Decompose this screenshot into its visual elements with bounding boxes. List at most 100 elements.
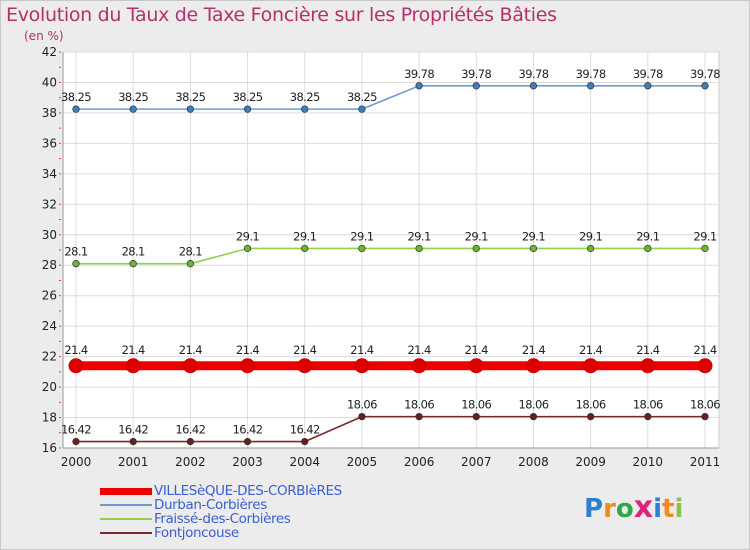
data-point [586,412,595,421]
data-point [472,244,480,253]
data-point [358,105,366,113]
series-line [76,247,705,265]
data-label: 21.4 [122,343,145,357]
data-point [468,358,484,374]
data-label: 29.1 [693,229,716,243]
data-point [701,244,709,253]
data-label: 18.06 [404,398,434,412]
data-label: 21.4 [179,343,202,357]
logo-letter: i [674,494,684,524]
logo-letter: i [653,494,663,524]
data-label: 38.25 [290,90,320,104]
data-label: 18.06 [518,398,548,412]
data-label: 21.4 [293,343,316,357]
data-point [72,437,80,446]
data-label: 29.1 [236,229,259,243]
data-label: 18.06 [461,398,491,412]
x-tick-label: 2007 [461,455,492,469]
logo-letter: t [662,494,675,524]
data-label: 28.1 [64,245,87,259]
legend-swatch [100,518,152,520]
data-point [68,358,84,374]
data-point [586,244,595,253]
y-tick-label: 22 [42,350,57,364]
data-point [243,244,252,253]
data-point [129,260,137,268]
y-tick-label: 18 [42,411,57,425]
data-point [240,358,256,374]
y-tick-label: 42 [42,45,57,59]
data-point [644,412,652,421]
data-point [644,82,652,90]
data-point [72,105,80,113]
data-point [697,358,713,374]
data-label: 21.4 [407,343,430,357]
chart-title: Evolution du Taux de Taxe Foncière sur l… [6,4,557,26]
data-point [529,82,538,90]
data-label: 29.1 [636,229,659,243]
data-label: 21.4 [350,343,373,357]
legend-item: VILLESèQUE-DES-CORBIèRES [100,483,342,499]
data-label: 21.4 [236,343,259,357]
data-label: 21.4 [64,343,87,357]
logo-letter: r [603,494,616,524]
data-label: 39.78 [404,67,434,81]
data-point [701,412,709,421]
data-point [358,412,366,421]
y-tick-label: 38 [42,106,57,120]
series-villes-que-des-corbi-res: 21.4 21.4 21.4 21.4 21.4 21.4 21.4 21.4 21.4 21.4… [64,343,717,374]
data-point [301,244,309,253]
data-point [72,260,80,268]
x-tick-label: 2011 [690,455,721,469]
data-label: 18.06 [633,398,663,412]
x-tick-label: 2005 [347,455,378,469]
y-tick-label: 16 [42,441,57,455]
data-label: 18.06 [576,398,606,412]
data-label: 16.42 [175,423,205,437]
data-point [129,437,137,446]
series-line [76,85,705,110]
data-label: 38.25 [347,90,377,104]
data-label: 18.06 [690,398,720,412]
chart-subtitle: (en %) [24,29,64,43]
data-label: 39.78 [633,67,663,81]
y-tick-label: 24 [42,319,57,333]
x-tick-label: 2010 [633,455,664,469]
data-point [301,437,309,446]
data-point [411,358,427,374]
logo-letter: x [633,490,654,525]
data-label: 39.78 [576,67,606,81]
data-point [529,412,538,421]
data-label: 38.25 [233,90,263,104]
proxiti-logo: Proxiti [584,490,683,525]
data-point [186,437,195,446]
legend-item: Fontjoncouse [100,525,342,541]
plot-area [62,51,720,449]
legend-label: VILLESèQUE-DES-CORBIèRES [154,483,342,499]
x-tick-label: 2006 [404,455,435,469]
data-point [186,105,195,113]
data-label: 28.1 [179,245,202,259]
x-tick-label: 2001 [118,455,149,469]
data-label: 38.25 [175,90,205,104]
x-tick-label: 2000 [61,455,92,469]
data-label: 16.42 [61,423,91,437]
data-point [640,358,656,374]
data-label: 21.4 [579,343,602,357]
data-label: 29.1 [293,229,316,243]
data-label: 38.25 [61,90,91,104]
y-tick-label: 20 [42,380,57,394]
data-point [243,437,252,446]
data-point [301,105,309,113]
y-tick-label: 34 [42,167,57,181]
data-label: 21.4 [522,343,545,357]
logo-letter: P [584,494,604,524]
data-point [583,358,599,374]
legend-swatch [100,487,152,495]
data-point [586,82,595,90]
data-point [354,358,370,374]
data-label: 16.42 [290,423,320,437]
data-point [125,358,141,374]
legend-swatch [100,532,152,534]
